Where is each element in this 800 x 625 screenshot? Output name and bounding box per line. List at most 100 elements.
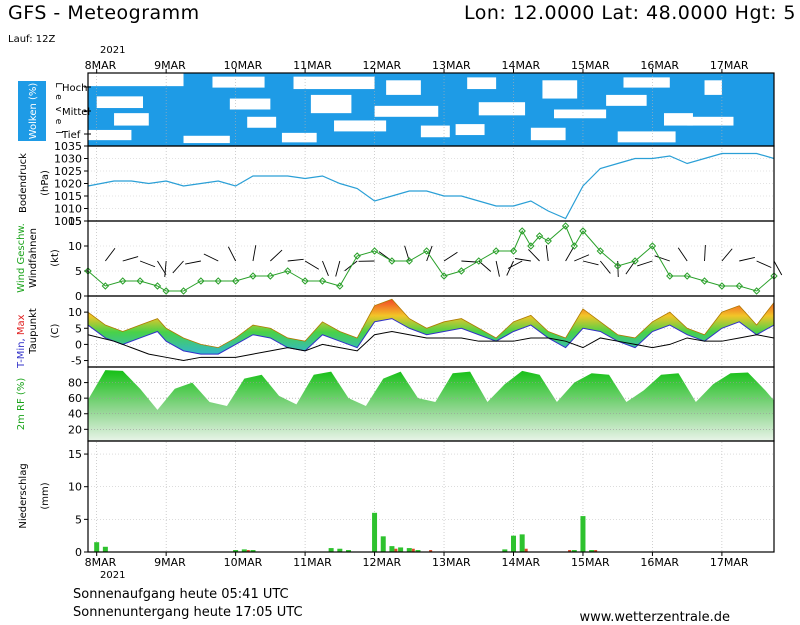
wind-speed-marker	[179, 287, 188, 295]
wind-barb	[507, 260, 523, 269]
wind-barbs-axis-label: Windfahnen	[28, 228, 39, 288]
wind-speed-marker	[101, 282, 110, 290]
cloud-gap	[293, 76, 375, 90]
wind-barb	[139, 260, 156, 268]
wind-barb	[599, 260, 611, 274]
cloud-gap	[281, 132, 317, 143]
date-label-bottom: 16MAR	[640, 556, 679, 569]
pressure-line	[87, 152, 775, 220]
cloud-gap	[374, 105, 439, 117]
cloud-level-label: Hoch	[62, 83, 87, 94]
precip-bar-convective	[568, 550, 572, 552]
precip-bar	[406, 548, 412, 552]
y-tick-label: 20	[68, 423, 82, 436]
wind-speed-marker	[596, 247, 605, 255]
precip-bar	[589, 550, 595, 552]
precip-bar	[415, 550, 421, 552]
cloud-gap	[88, 129, 132, 141]
date-label-top: 13MAR	[432, 59, 471, 72]
wind-speed-marker	[544, 237, 552, 245]
wind-speed-marker	[613, 262, 622, 270]
cloud-gap	[704, 80, 722, 95]
y-tick-label: 1005	[54, 215, 82, 228]
temperature-axis-label: T-Min, Max	[16, 314, 27, 369]
precip-bar	[346, 550, 352, 552]
date-label-bottom: 13MAR	[432, 556, 471, 569]
cloud-level-label: Mittel	[62, 107, 90, 118]
precip-bar-convective	[429, 550, 433, 552]
y-tick-label: 40	[68, 408, 82, 421]
cloud-gap	[183, 135, 230, 144]
wind-speed-marker	[718, 282, 726, 290]
pressure-axis-label: Bodendruck	[18, 153, 29, 213]
cloud-gap	[687, 116, 734, 126]
wind-barb	[582, 260, 599, 266]
wind-speed-marker	[440, 272, 448, 280]
sunrise-text: Sonnenaufgang heute 05:41 UTC	[73, 587, 289, 602]
panel-frame-precip	[87, 440, 775, 553]
temperature-unit-label: (C)	[50, 324, 61, 339]
cloud-gap	[212, 76, 265, 88]
y-tick-label: 10	[68, 240, 82, 253]
wind-barb	[426, 245, 433, 262]
wind-barb	[625, 260, 636, 275]
y-tick-label: 5	[75, 322, 82, 335]
precip-bar-convective	[524, 548, 528, 552]
wind-barb	[443, 251, 458, 262]
wind-barb	[773, 260, 783, 276]
panel-frame-wind	[87, 220, 775, 297]
cloud-gap	[455, 124, 485, 136]
level-axis-label: L e v e l	[53, 82, 63, 135]
wind-barb	[252, 245, 257, 262]
wind-speed-marker	[475, 257, 483, 265]
cloud-gap	[530, 127, 566, 141]
date-label-top: 11MAR	[293, 59, 332, 72]
precip-bar	[519, 534, 525, 552]
wind-barb	[122, 256, 139, 262]
wind-barb	[565, 246, 574, 262]
wind-speed-marker	[648, 242, 657, 250]
date-label-bottom: 14MAR	[501, 556, 540, 569]
humidity-area	[88, 370, 774, 441]
wind-speed-marker	[518, 227, 526, 235]
cloud-gap	[542, 80, 578, 99]
y-tick-label: 5	[75, 265, 82, 278]
y-tick-label: 80	[68, 377, 82, 390]
wind-barb	[157, 260, 167, 275]
wind-speed-marker	[561, 222, 570, 230]
wind-speed-marker	[370, 247, 379, 255]
precip-bar	[398, 547, 404, 552]
cloud-gap	[664, 113, 693, 126]
wind-barb	[704, 244, 706, 262]
website-link[interactable]: www.wetterzentrale.de	[579, 610, 730, 625]
year-label-bottom: 2021	[100, 570, 126, 581]
precip-bar-convective	[594, 550, 598, 552]
wind-speed-marker	[492, 247, 500, 255]
date-label-bottom: 10MAR	[224, 556, 263, 569]
cloud-gap	[467, 77, 497, 90]
wind-speed-marker	[266, 272, 275, 280]
cloud-axis-label: Wolken (%)	[28, 83, 39, 140]
y-tick-label: 0	[75, 290, 82, 303]
y-tick-label: 0	[75, 546, 82, 559]
wind-speed-marker	[249, 272, 257, 280]
wind-speed-marker	[422, 247, 431, 255]
precip-bar	[250, 550, 256, 552]
y-tick-label: 1025	[54, 165, 82, 178]
precip-bar-convective	[411, 548, 415, 552]
precip-bar	[94, 542, 100, 552]
precip-axis-label: Niederschlag	[18, 463, 29, 528]
wind-barb	[756, 260, 772, 268]
precip-bar	[102, 546, 108, 552]
chart-title: GFS - Meteogramm	[8, 2, 200, 24]
tmin-label: T-Min,	[16, 335, 27, 369]
date-label-top: 8MAR	[85, 59, 117, 72]
wind-barb	[637, 260, 653, 267]
date-label-bottom: 17MAR	[710, 556, 749, 569]
wind-speed-marker	[700, 277, 709, 285]
wind-barb	[574, 254, 590, 262]
wind-speed-marker	[162, 287, 170, 295]
cloud-gap	[88, 73, 184, 87]
precip-bar-convective	[394, 548, 398, 552]
